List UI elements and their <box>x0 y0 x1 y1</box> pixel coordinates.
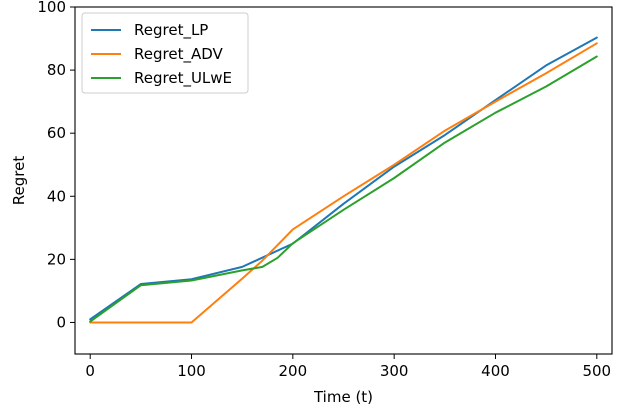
legend-label: Regret_ADV <box>134 45 223 64</box>
series-lines <box>89 36 598 324</box>
legend-box <box>81 12 249 94</box>
legend-label: Regret_LP <box>134 21 208 40</box>
axis-ticks: 0 100 200 300 400 500 0 20 40 60 80 100 <box>37 0 611 380</box>
x-tick-label: 100 <box>177 362 206 380</box>
x-tick-label: 0 <box>85 362 95 380</box>
series-line-regret-lp <box>89 36 598 321</box>
series-line-regret-adv <box>89 42 598 324</box>
plot-frame <box>74 6 613 355</box>
x-tick-label: 200 <box>279 362 308 380</box>
x-tick-label: 300 <box>380 362 409 380</box>
y-tick-label: 100 <box>37 0 66 16</box>
x-tick-label: 400 <box>481 362 510 380</box>
y-tick-label: 80 <box>47 61 66 79</box>
y-tick-label: 60 <box>47 124 66 142</box>
series-line-regret-ulwe <box>89 55 598 323</box>
legend: Regret_LP Regret_ADV Regret_ULwE <box>81 12 249 94</box>
y-axis-label: Regret <box>10 156 28 206</box>
y-tick-label: 20 <box>47 250 66 268</box>
x-tick-label: 500 <box>582 362 611 380</box>
y-tick-label: 0 <box>56 313 66 331</box>
x-axis-label: Time (t) <box>313 388 373 406</box>
legend-label: Regret_ULwE <box>134 69 232 88</box>
y-tick-label: 40 <box>47 187 66 205</box>
